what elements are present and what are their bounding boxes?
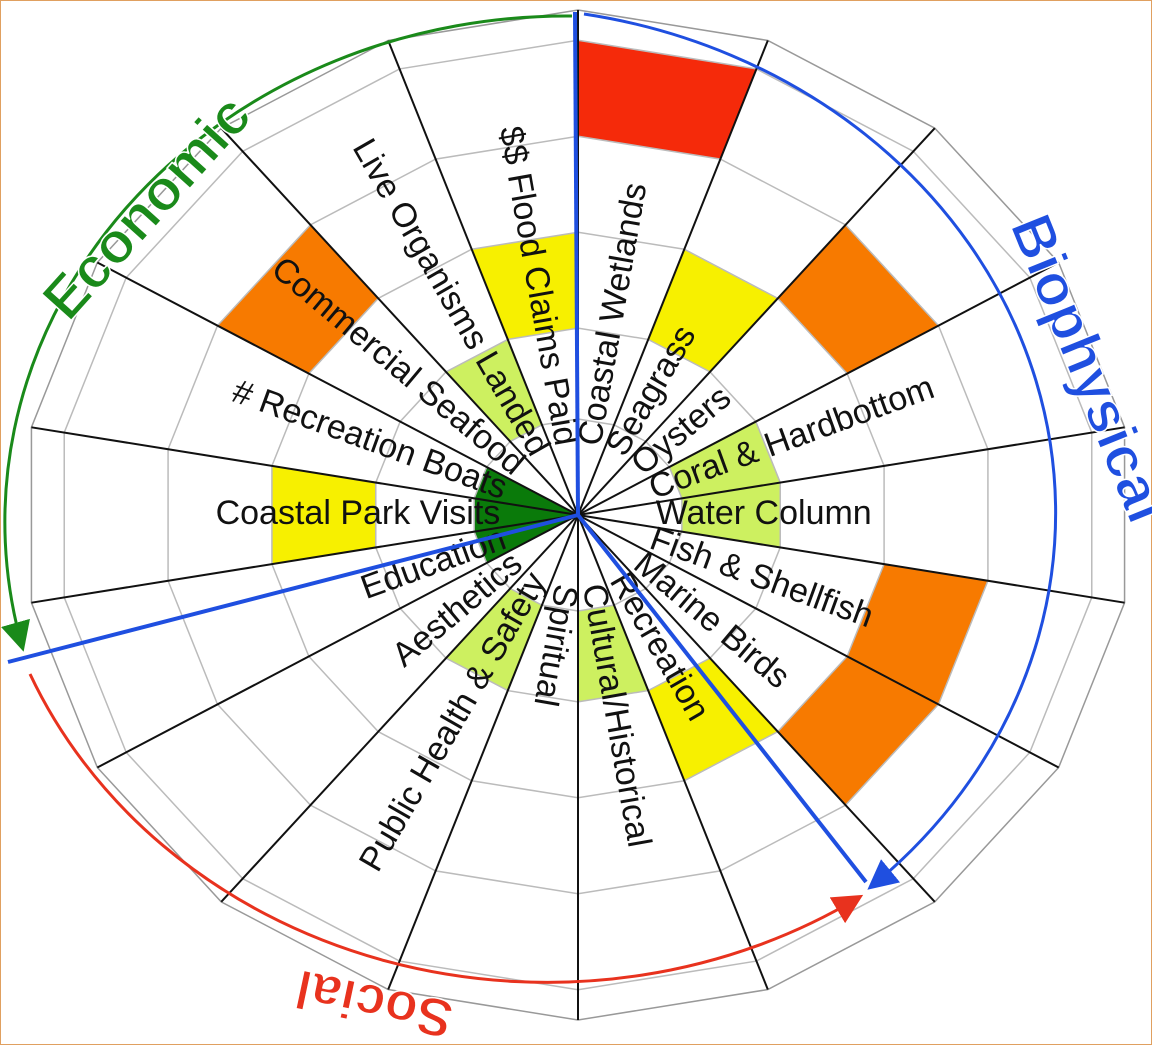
sector-label: Coastal Park Visits	[216, 494, 501, 532]
spoke	[220, 514, 579, 903]
status-cell	[471, 232, 578, 340]
spoke	[577, 514, 769, 990]
status-cell	[217, 224, 379, 374]
status-cell	[777, 224, 939, 374]
spoke	[96, 261, 579, 516]
status-cell	[648, 658, 778, 781]
spoke	[387, 40, 579, 516]
spoke	[31, 514, 579, 604]
status-cell	[474, 498, 578, 532]
spoke	[387, 514, 579, 990]
divider	[576, 513, 868, 884]
spoke	[577, 426, 1125, 516]
economic-arc	[1, 14, 573, 652]
status-cell	[681, 482, 781, 548]
spoke	[577, 127, 936, 516]
divider	[7, 513, 579, 664]
status-cell	[578, 605, 649, 702]
divider	[573, 11, 580, 516]
spoke	[577, 514, 1125, 604]
status-cell	[578, 40, 757, 160]
spoke	[577, 40, 769, 516]
status-cell	[271, 465, 376, 565]
biophysical-arc	[583, 12, 1058, 890]
status-cell	[648, 249, 778, 372]
spoke	[577, 514, 936, 903]
status-cell	[777, 656, 939, 806]
spoke	[577, 514, 1060, 769]
status-cell	[669, 421, 781, 499]
spoke	[220, 127, 579, 516]
spoke	[31, 426, 579, 516]
spoke	[577, 261, 1060, 516]
spoke	[96, 514, 579, 769]
social-arc	[28, 673, 864, 984]
status-cell	[474, 467, 578, 515]
sector-label: Water Column	[656, 494, 872, 532]
status-cell	[474, 515, 578, 563]
status-cell	[847, 564, 988, 705]
